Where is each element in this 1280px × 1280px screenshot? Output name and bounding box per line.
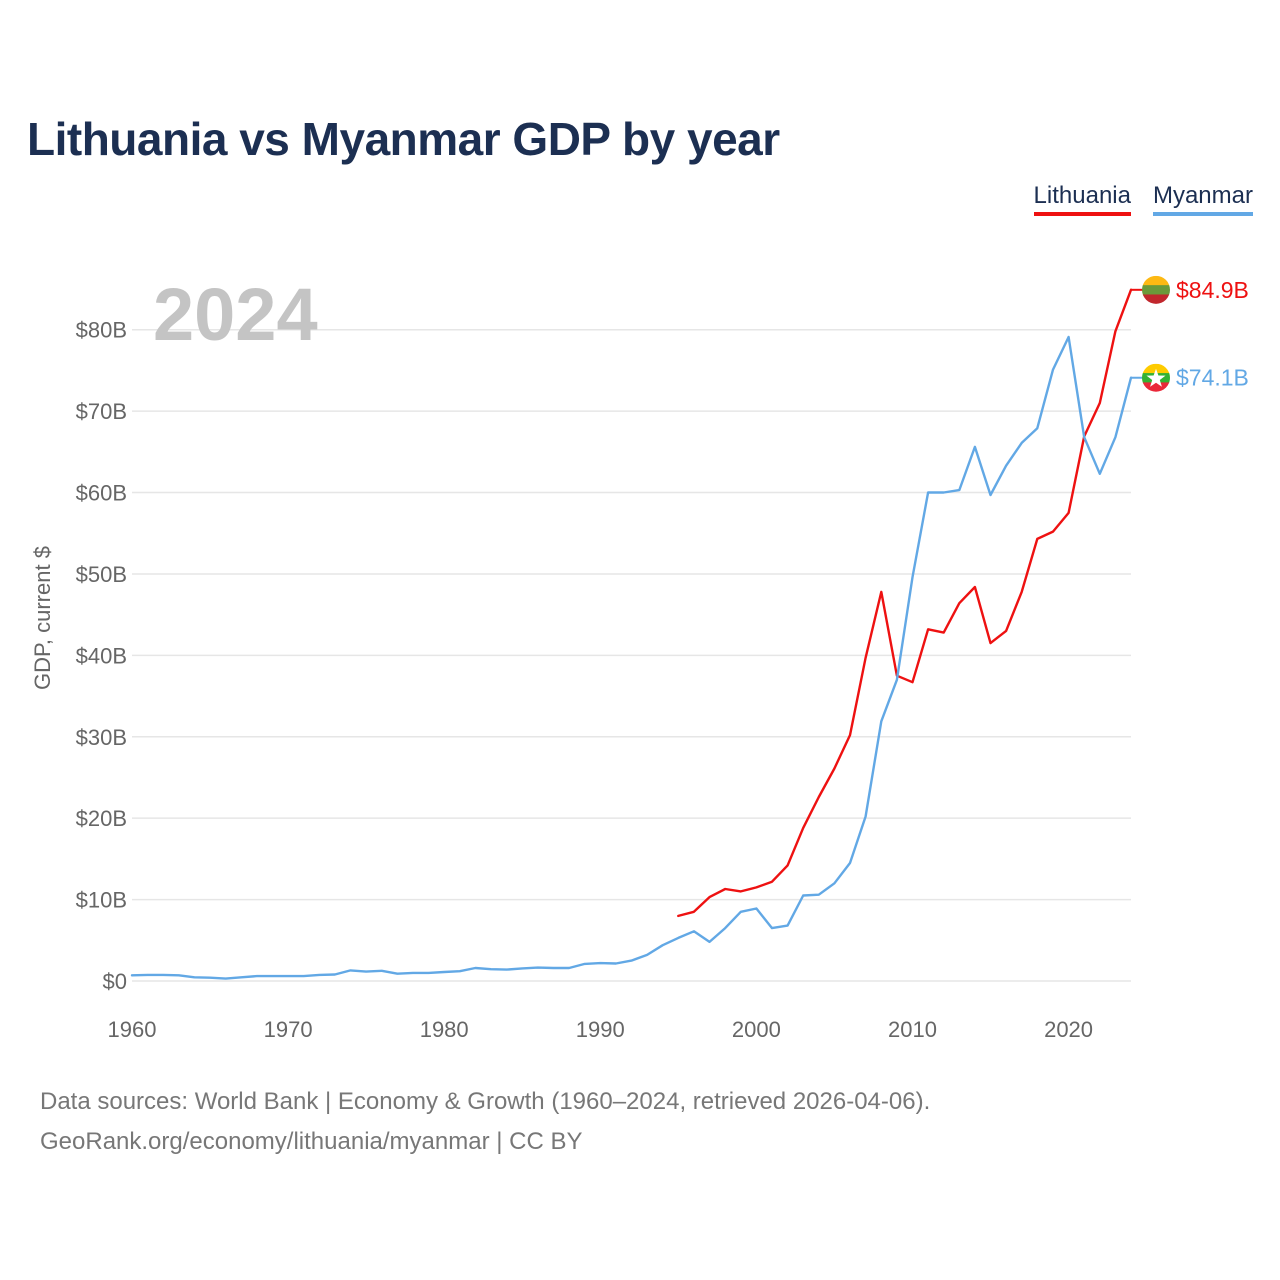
y-axis-ticks: $0 $10B $20B $30B $40B $50B $60B $70B $80B xyxy=(76,318,127,994)
y-tick-label: $0 xyxy=(103,969,127,994)
x-tick-label: 2010 xyxy=(888,1017,937,1042)
series-line-lithuania[interactable] xyxy=(677,288,1133,918)
year-watermark: 2024 xyxy=(153,273,318,356)
footer-sources: Data sources: World Bank | Economy & Gro… xyxy=(40,1088,931,1115)
footer: Data sources: World Bank | Economy & Gro… xyxy=(40,1082,930,1162)
x-tick-label: 1980 xyxy=(420,1017,469,1042)
series-end-markers: $84.9B $74.1B xyxy=(1131,275,1249,392)
y-tick-label: $10B xyxy=(76,888,127,913)
lithuania-flag-icon xyxy=(1142,275,1170,304)
grid-lines xyxy=(132,328,1131,982)
legend-item-myanmar[interactable]: Myanmar xyxy=(1152,182,1253,216)
series-lines xyxy=(130,288,1133,980)
myanmar-flag-icon xyxy=(1142,363,1170,392)
chart-title: Lithuania vs Myanmar GDP by year xyxy=(27,113,780,165)
y-tick-label: $40B xyxy=(76,643,127,668)
legend: Lithuania Myanmar xyxy=(1033,182,1253,216)
y-tick-label: $60B xyxy=(76,481,127,506)
y-tick-label: $70B xyxy=(76,399,127,424)
series-line-myanmar[interactable] xyxy=(130,335,1133,980)
end-value-label-lithuania: $84.9B xyxy=(1176,277,1249,303)
x-tick-label: 2020 xyxy=(1044,1017,1093,1042)
x-tick-label: 1970 xyxy=(264,1017,313,1042)
y-tick-label: $80B xyxy=(76,318,127,343)
footer-credit: GeoRank.org/economy/lithuania/myanmar | … xyxy=(40,1128,583,1155)
x-tick-label: 2000 xyxy=(732,1017,781,1042)
y-axis-label: GDP, current $ xyxy=(30,546,55,690)
x-tick-label: 1990 xyxy=(576,1017,625,1042)
legend-item-lithuania[interactable]: Lithuania xyxy=(1033,182,1131,216)
x-tick-label: 1960 xyxy=(108,1017,157,1042)
end-value-label-myanmar: $74.1B xyxy=(1176,365,1249,391)
x-axis-ticks: 1960 1970 1980 1990 2000 2010 2020 xyxy=(108,1017,1094,1042)
y-tick-label: $20B xyxy=(76,806,127,831)
y-tick-label: $50B xyxy=(76,562,127,587)
star-icon xyxy=(1146,368,1166,387)
y-tick-label: $30B xyxy=(76,725,127,750)
